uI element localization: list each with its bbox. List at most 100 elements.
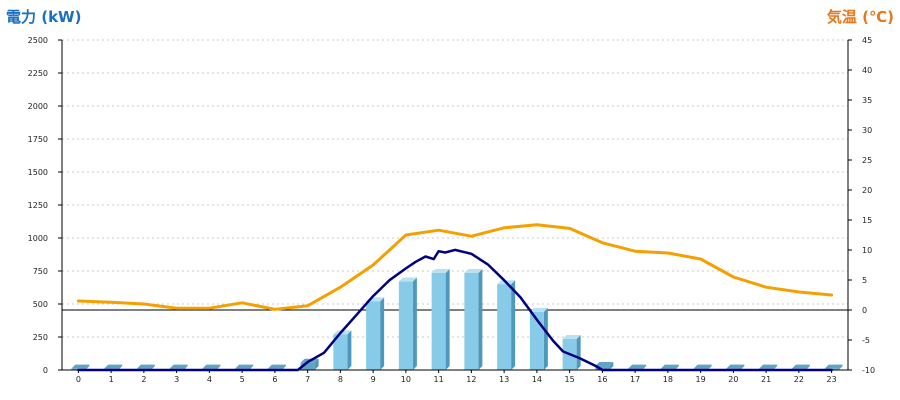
right-tick-label: 0 [862, 306, 867, 315]
bar-front [366, 301, 381, 370]
bar-top [759, 364, 778, 369]
bar-top [267, 364, 286, 369]
bar-side [805, 364, 810, 370]
bar-top [824, 364, 843, 369]
bar-side [773, 364, 778, 370]
x-tick-label: 2 [141, 375, 146, 384]
bar-front [497, 284, 512, 370]
power-bar [431, 268, 450, 370]
bar-side [740, 364, 745, 370]
bar-top [431, 268, 450, 273]
right-tick-label: 5 [862, 276, 867, 285]
bar-front [464, 272, 479, 370]
left-tick-label: 1750 [28, 135, 48, 144]
bar-top [235, 364, 254, 369]
left-axis-title: 電力 (kW) [6, 8, 82, 26]
temperature-line [76, 223, 834, 311]
tick-labels: 02505007501000125015001750200022502500-1… [28, 36, 875, 384]
bar-side [445, 268, 450, 370]
x-tick-label: 5 [240, 375, 245, 384]
bar-top [398, 277, 417, 282]
bar-top [595, 362, 614, 367]
right-tick-label: -5 [862, 336, 870, 345]
bar-side [216, 364, 221, 370]
bar-side [576, 334, 581, 370]
bar-side [118, 364, 123, 370]
bar-side [281, 364, 286, 370]
right-tick-label: 15 [862, 216, 872, 225]
bar-top [660, 364, 679, 369]
power-bar [366, 297, 385, 370]
bar-side [543, 307, 548, 370]
bar-top [791, 364, 810, 369]
bar-side [249, 364, 254, 370]
bar-side [674, 364, 679, 370]
right-tick-label: 25 [862, 156, 872, 165]
left-tick-label: 250 [33, 333, 48, 342]
left-tick-label: 750 [33, 267, 48, 276]
x-tick-label: 21 [761, 375, 771, 384]
bar-top [104, 364, 123, 369]
x-tick-label: 11 [434, 375, 444, 384]
bar-side [838, 364, 843, 370]
bar-top [693, 364, 712, 369]
x-tick-label: 6 [272, 375, 277, 384]
x-tick-label: 3 [174, 375, 179, 384]
bar-side [478, 268, 483, 370]
bar-top [169, 364, 188, 369]
x-tick-label: 1 [109, 375, 114, 384]
left-tick-label: 2000 [28, 102, 48, 111]
power-bars [71, 268, 843, 370]
bar-top [136, 364, 155, 369]
right-tick-label: 20 [862, 186, 872, 195]
x-tick-label: 16 [597, 375, 607, 384]
x-tick-label: 19 [696, 375, 706, 384]
x-tick-label: 14 [532, 375, 542, 384]
power-line [77, 248, 833, 372]
x-tick-label: 20 [728, 375, 738, 384]
power-bar [464, 268, 483, 370]
axes [58, 39, 852, 373]
bar-side [609, 362, 614, 370]
bar-side [183, 364, 188, 370]
x-tick-label: 13 [499, 375, 509, 384]
x-tick-label: 12 [466, 375, 476, 384]
right-tick-label: 35 [862, 96, 872, 105]
bar-top [726, 364, 745, 369]
series-lines [76, 223, 834, 372]
right-axis-title: 気温 (℃) [826, 8, 894, 26]
bar-side [511, 280, 516, 370]
left-tick-label: 500 [33, 300, 48, 309]
bar-side [85, 364, 90, 370]
bar-side [314, 358, 319, 370]
x-tick-label: 7 [305, 375, 310, 384]
bar-top [628, 364, 647, 369]
bar-front [300, 362, 315, 370]
x-tick-label: 17 [630, 375, 640, 384]
x-tick-label: 4 [207, 375, 212, 384]
right-tick-label: 45 [862, 36, 872, 45]
bar-side [412, 277, 417, 370]
power-bar [497, 280, 516, 370]
bar-top [529, 307, 548, 312]
grid-lines [62, 39, 848, 338]
power-bar [595, 362, 614, 370]
bar-front [529, 311, 544, 370]
left-tick-label: 1500 [28, 168, 48, 177]
power-bar [529, 307, 548, 370]
x-tick-label: 9 [371, 375, 376, 384]
left-tick-label: 1250 [28, 201, 48, 210]
x-tick-label: 8 [338, 375, 343, 384]
power-bar [333, 330, 352, 370]
left-tick-label: 2500 [28, 36, 48, 45]
power-bar [398, 277, 417, 370]
bar-top [464, 268, 483, 273]
bar-side [347, 330, 352, 370]
left-tick-label: 0 [43, 366, 48, 375]
bar-top [562, 334, 581, 339]
x-tick-label: 10 [401, 375, 411, 384]
right-tick-label: 40 [862, 66, 872, 75]
bar-side [380, 297, 385, 370]
bar-side [150, 364, 155, 370]
